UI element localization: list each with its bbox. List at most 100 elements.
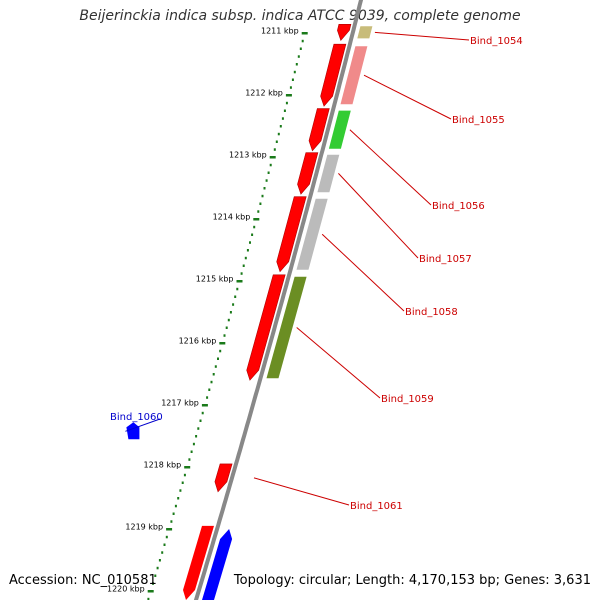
scale-tick-label: 1212 kbp xyxy=(245,89,283,98)
label-leader-line xyxy=(349,129,432,206)
scale-dot xyxy=(214,365,217,368)
scale-dot xyxy=(161,551,164,554)
scale-dot xyxy=(232,303,235,306)
scale-dot xyxy=(201,411,204,415)
scale-major-tick xyxy=(201,404,208,407)
scale-tick-label: 1215 kbp xyxy=(196,275,234,284)
scale-dot xyxy=(265,179,268,182)
gene-label[interactable]: Bind_1058 xyxy=(405,307,458,318)
gene-label[interactable]: Bind_1059 xyxy=(381,394,434,405)
genome-backbone xyxy=(193,0,364,600)
scale-dot xyxy=(195,435,198,438)
gene-arrow-forward[interactable] xyxy=(183,525,214,600)
gene-track-block xyxy=(317,154,340,193)
gene-label[interactable]: Bind_1060 xyxy=(110,412,163,423)
gene-track-block xyxy=(340,46,368,105)
scale-dot xyxy=(152,582,154,585)
gene-label[interactable]: Bind_1061 xyxy=(350,501,403,512)
gene-track-block xyxy=(266,276,307,379)
gene-label[interactable]: Bind_1054 xyxy=(470,36,523,47)
scale-tick-label: 1218 kbp xyxy=(143,461,181,470)
scale-major-tick xyxy=(166,528,173,531)
scale-dot xyxy=(199,419,202,422)
scale-dot xyxy=(269,163,272,167)
scale-dot xyxy=(263,187,266,190)
scale-dot xyxy=(275,140,278,143)
scale-dot xyxy=(244,256,247,260)
scale-dot xyxy=(236,287,239,291)
scale-dot xyxy=(289,86,292,89)
gene-arrow-forward[interactable] xyxy=(246,274,286,381)
gene-arrow-forward[interactable] xyxy=(308,108,330,152)
scale-dot xyxy=(227,318,230,322)
scale-major-tick xyxy=(184,466,191,469)
backbone-line xyxy=(193,0,364,600)
accession-label: Accession: NC_010581 xyxy=(9,573,157,588)
scale-dot xyxy=(172,512,175,515)
scale-dot xyxy=(210,380,213,384)
scale-tick-label: 1214 kbp xyxy=(213,213,251,222)
gene-label[interactable]: Bind_1055 xyxy=(452,115,505,126)
gene-label[interactable]: Bind_1056 xyxy=(432,201,485,212)
scale-major-tick xyxy=(301,32,308,35)
gene-track-block xyxy=(357,26,373,39)
scale-dot xyxy=(163,543,166,546)
scale-dot xyxy=(279,125,282,128)
scale-dot xyxy=(249,241,251,244)
gene-track-block xyxy=(296,198,328,270)
gene-features xyxy=(126,23,373,600)
scale-dot xyxy=(277,132,280,136)
gene-arrow-forward[interactable] xyxy=(297,152,319,195)
scale-dot xyxy=(291,78,294,81)
scale-dot xyxy=(181,481,184,484)
scale-major-tick xyxy=(253,218,260,221)
scale-tick-label: 1211 kbp xyxy=(261,27,299,36)
scale-dot xyxy=(259,202,262,205)
label-leader-line xyxy=(338,173,419,259)
scale-dot xyxy=(293,70,296,74)
scale-dot xyxy=(257,210,260,213)
scale-dot xyxy=(165,535,168,539)
gene-arrow-forward[interactable] xyxy=(337,23,352,41)
scale-tick-label: 1213 kbp xyxy=(229,151,267,160)
scale-tick-label: 1220 kbp xyxy=(107,585,145,594)
scale-tick-label: 1219 kbp xyxy=(125,523,163,532)
scale-dot xyxy=(285,101,288,105)
scale-dot xyxy=(206,396,209,399)
gene-arrow-forward[interactable] xyxy=(276,196,307,273)
scale-major-tick xyxy=(219,342,226,345)
scale-dot xyxy=(156,566,159,570)
scale-major-tick xyxy=(285,94,292,97)
gene-arrow-forward[interactable] xyxy=(214,463,233,493)
scale-dot xyxy=(192,442,195,446)
scale-dot xyxy=(253,225,256,229)
label-leader-line xyxy=(374,31,470,41)
scale-dot xyxy=(190,450,193,453)
gene-label[interactable]: Bind_1057 xyxy=(419,254,472,265)
label-leader-line xyxy=(253,477,350,506)
scale-dot xyxy=(212,373,215,376)
gene-arrow-reverse[interactable] xyxy=(126,422,140,440)
scale-dot xyxy=(179,489,182,492)
scale-dot xyxy=(170,520,173,523)
label-leader-line xyxy=(296,327,381,399)
scale-dot xyxy=(234,295,237,298)
gene-track-block xyxy=(328,110,351,149)
label-leader-line xyxy=(125,418,161,432)
scale-dot xyxy=(301,39,304,43)
gene-arrow-forward[interactable] xyxy=(320,43,347,107)
gene-arrow-reverse[interactable] xyxy=(202,529,233,600)
label-leader-line xyxy=(321,233,405,312)
scale-major-tick xyxy=(236,280,243,283)
scale-dot xyxy=(299,47,302,50)
scale-tick-label: 1217 kbp xyxy=(161,399,199,408)
scale-dot xyxy=(183,473,186,477)
scale-dot xyxy=(188,458,191,461)
scale-dot xyxy=(246,249,249,252)
scale-dot xyxy=(229,311,232,314)
scale-dot xyxy=(242,264,245,267)
label-leader-line xyxy=(363,74,452,120)
scale-dot xyxy=(154,574,157,577)
scale-dot xyxy=(217,357,219,360)
